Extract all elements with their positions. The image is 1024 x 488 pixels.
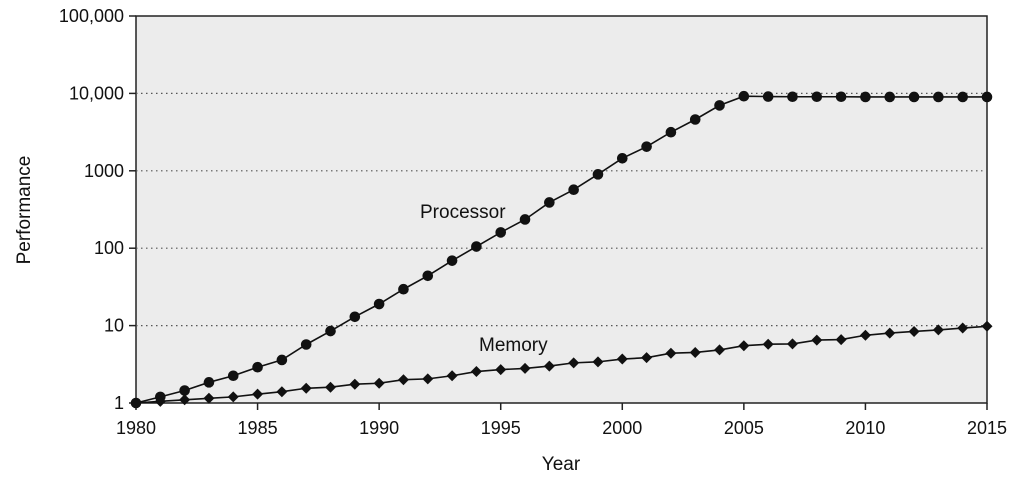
- processor-point: [495, 227, 507, 238]
- y-tick-labels: 1 10 100 1000 10,000 100,000: [59, 6, 124, 413]
- processor-point: [349, 311, 361, 323]
- processor-point: [471, 241, 482, 252]
- processor-point: [933, 91, 944, 103]
- processor-point: [300, 339, 312, 350]
- y-tick-label: 10,000: [69, 83, 124, 103]
- processor-point: [252, 361, 263, 373]
- processor-point: [179, 385, 190, 396]
- processor-point: [665, 126, 677, 138]
- memory-point: [665, 347, 677, 359]
- memory-point: [300, 382, 312, 394]
- x-tick-label: 1990: [359, 418, 399, 438]
- x-tick-label: 1985: [238, 418, 278, 438]
- processor-point: [908, 91, 920, 103]
- processor-point: [787, 91, 798, 103]
- memory-point: [446, 370, 458, 382]
- memory-point: [252, 388, 264, 400]
- y-axis-label: Performance: [14, 156, 35, 265]
- processor-point: [325, 325, 336, 337]
- memory-point: [154, 395, 166, 407]
- memory-point: [641, 352, 653, 364]
- memory-point: [422, 373, 434, 385]
- memory-point: [835, 334, 847, 346]
- memory-series-label: Memory: [479, 335, 548, 356]
- memory-point: [397, 374, 409, 386]
- memory-point: [349, 378, 361, 390]
- processor-series-label: Processor: [420, 202, 506, 223]
- memory-point: [179, 394, 191, 406]
- processor-point: [714, 100, 725, 111]
- x-tick-label: 1995: [481, 418, 521, 438]
- memory-point: [470, 366, 482, 378]
- processor-point: [689, 114, 701, 125]
- grid-lines: [136, 92, 987, 327]
- x-tick-label: 2000: [602, 418, 642, 438]
- memory-point: [568, 357, 580, 369]
- processor-point: [616, 153, 628, 164]
- y-tick-label: 1000: [84, 161, 124, 181]
- x-tick-label: 2015: [967, 418, 1007, 438]
- processor-point: [398, 283, 409, 295]
- processor-point: [762, 91, 774, 102]
- axis-ticks: [129, 15, 988, 410]
- memory-point: [981, 320, 993, 332]
- x-tick-label: 1980: [116, 418, 156, 438]
- processor-point: [811, 91, 823, 103]
- memory-point: [738, 340, 750, 352]
- memory-point: [130, 397, 142, 409]
- memory-point: [325, 381, 337, 393]
- y-tick-label: 1: [114, 393, 124, 413]
- processor-point: [544, 197, 555, 208]
- y-tick-label: 10: [104, 316, 124, 336]
- processor-point: [203, 377, 215, 388]
- processor-point: [884, 91, 896, 103]
- memory-point: [373, 377, 385, 389]
- y-tick-label: 100: [94, 238, 124, 258]
- memory-point: [495, 364, 507, 376]
- plot-area: [135, 15, 988, 404]
- memory-point: [859, 329, 871, 341]
- x-tick-label: 2005: [724, 418, 764, 438]
- memory-point: [276, 386, 288, 398]
- memory-point: [616, 353, 628, 365]
- memory-point: [519, 362, 531, 374]
- processor-point: [446, 255, 458, 266]
- processor-point: [519, 214, 531, 225]
- y-tick-label: 100,000: [59, 6, 124, 26]
- memory-point: [884, 327, 896, 339]
- processor-point: [860, 91, 871, 103]
- memory-point: [714, 344, 726, 356]
- processor-point: [592, 169, 604, 180]
- memory-point: [592, 356, 604, 368]
- memory-point: [203, 392, 215, 404]
- series-markers: [130, 90, 993, 409]
- memory-point: [908, 325, 920, 337]
- memory-point: [762, 338, 774, 350]
- memory-point: [689, 346, 701, 358]
- memory-point: [786, 338, 798, 350]
- processor-point: [568, 184, 579, 195]
- processor-point: [738, 90, 750, 102]
- processor-point: [641, 141, 652, 152]
- memory-point: [543, 360, 555, 372]
- x-tick-labels: 1980 1985 1990 1995 2000 2005 2010 2015: [116, 418, 1007, 438]
- memory-point: [957, 322, 969, 334]
- memory-point: [811, 334, 823, 346]
- processor-point: [373, 298, 385, 310]
- processor-point: [227, 370, 239, 382]
- processor-point: [422, 270, 434, 282]
- processor-point: [981, 91, 993, 103]
- memory-point: [932, 324, 944, 336]
- x-axis-label: Year: [542, 454, 581, 475]
- memory-point: [227, 391, 239, 403]
- processor-point: [835, 91, 847, 103]
- processor-point: [276, 354, 288, 366]
- x-tick-label: 2010: [845, 418, 885, 438]
- processor-point: [957, 91, 968, 103]
